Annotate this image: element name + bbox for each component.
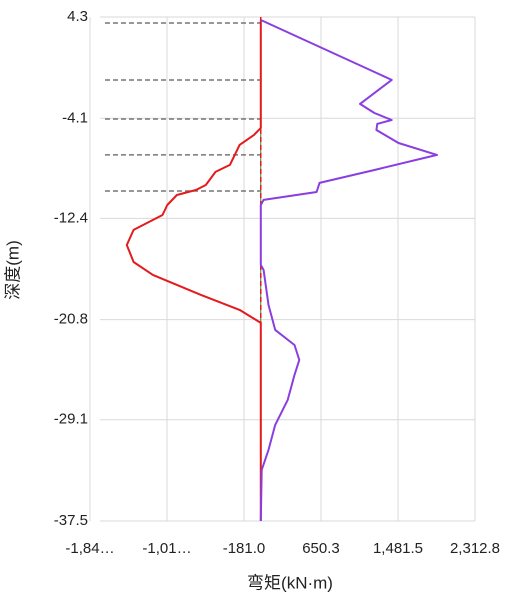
x-tick-label: -1,84… — [65, 540, 114, 557]
x-tick-label: -1,01… — [142, 540, 191, 557]
y-tick-label: -20.8 — [54, 311, 88, 328]
moment-line — [259, 19, 438, 522]
y-tick-label: -37.5 — [54, 512, 88, 529]
y-tick-label: -4.1 — [62, 109, 88, 126]
y-tick-label: -12.4 — [54, 209, 88, 226]
y-axis-label: 深度(m) — [3, 240, 22, 299]
x-tick-label: 1,481.5 — [373, 540, 423, 557]
x-tick-label: 650.3 — [302, 540, 340, 557]
y-tick-label: 4.3 — [67, 8, 88, 25]
x-axis-label: 弯矩(kN·m) — [247, 573, 333, 592]
x-tick-label: 2,312.8 — [450, 540, 500, 557]
x-tick-label: -181.0 — [223, 540, 266, 557]
moment-line — [125, 20, 262, 521]
y-tick-label: -29.1 — [54, 411, 88, 428]
